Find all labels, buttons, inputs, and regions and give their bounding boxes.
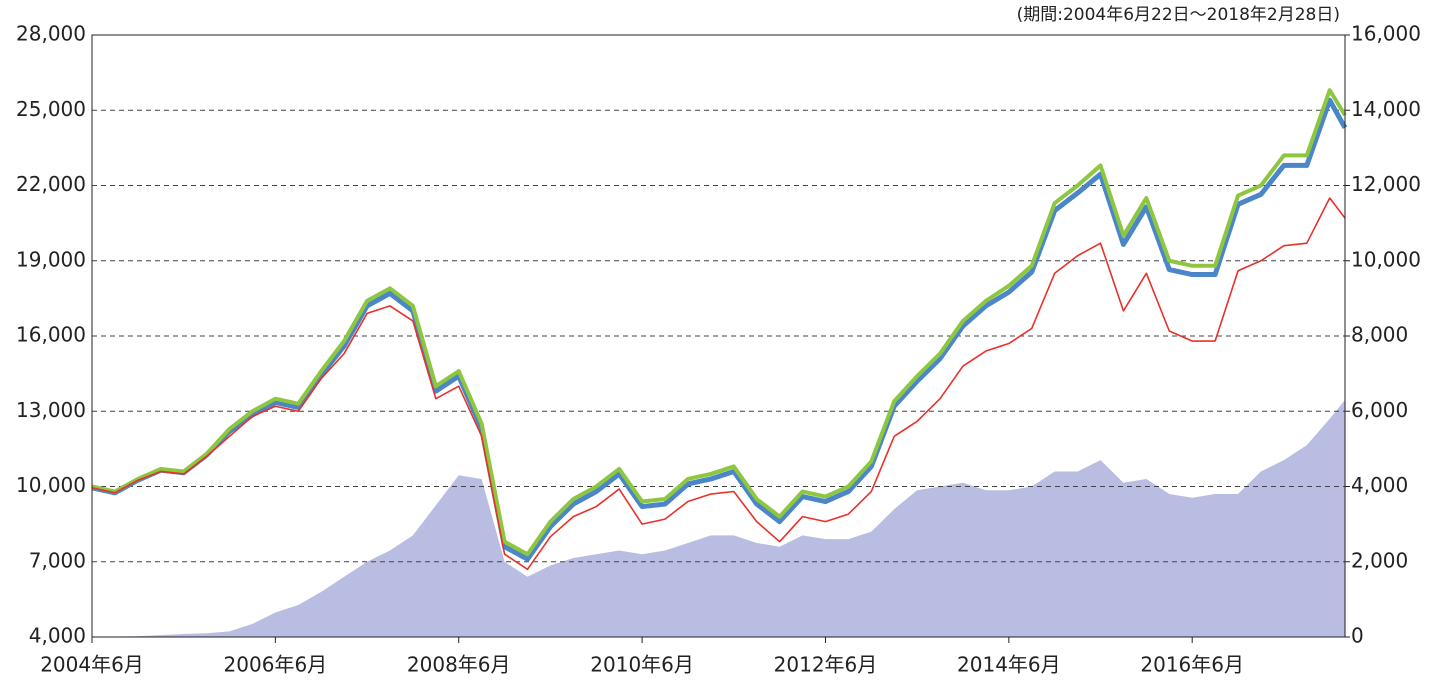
y-tick-label: 22,000 [16, 172, 86, 196]
x-tick-label: 2012年6月 [774, 653, 878, 677]
y2-tick-label: 14,000 [1351, 97, 1421, 121]
x-tick-label: 2006年6月 [224, 653, 328, 677]
x-tick-label: 2016年6月 [1140, 653, 1244, 677]
x-tick-label: 2004年6月 [40, 653, 144, 677]
y-tick-label: 16,000 [16, 323, 86, 347]
area [92, 399, 1345, 637]
annotation: (期間:2004年6月22日～2018年2月28日) [1017, 5, 1340, 25]
x-tick-label: 2008年6月 [407, 653, 511, 677]
y-tick-label: 13,000 [16, 398, 86, 422]
y2-tick-label: 6,000 [1351, 398, 1408, 422]
x-tick-label: 2014年6月 [957, 653, 1061, 677]
y2-tick-label: 12,000 [1351, 172, 1421, 196]
y-tick-label: 25,000 [16, 97, 86, 121]
y2-tick-label: 10,000 [1351, 247, 1421, 271]
plot-frame [91, 34, 1346, 638]
line [91, 97, 1348, 562]
y2-tick-label: 2,000 [1351, 548, 1408, 572]
y-tick-label: 28,000 [16, 22, 86, 46]
y-tick-label: 10,000 [16, 473, 86, 497]
y2-tick-label: 16,000 [1351, 22, 1421, 46]
y2-tick-label: 0 [1351, 624, 1364, 648]
y2-tick-label: 4,000 [1351, 473, 1408, 497]
line [91, 88, 1347, 557]
y-tick-label: 7,000 [29, 548, 86, 572]
line [91, 197, 1346, 571]
y-tick-label: 19,000 [16, 247, 86, 271]
x-tick-label: 2010年6月 [590, 653, 694, 677]
y-tick-label: 4,000 [29, 624, 86, 648]
y2-tick-label: 8,000 [1351, 323, 1408, 347]
